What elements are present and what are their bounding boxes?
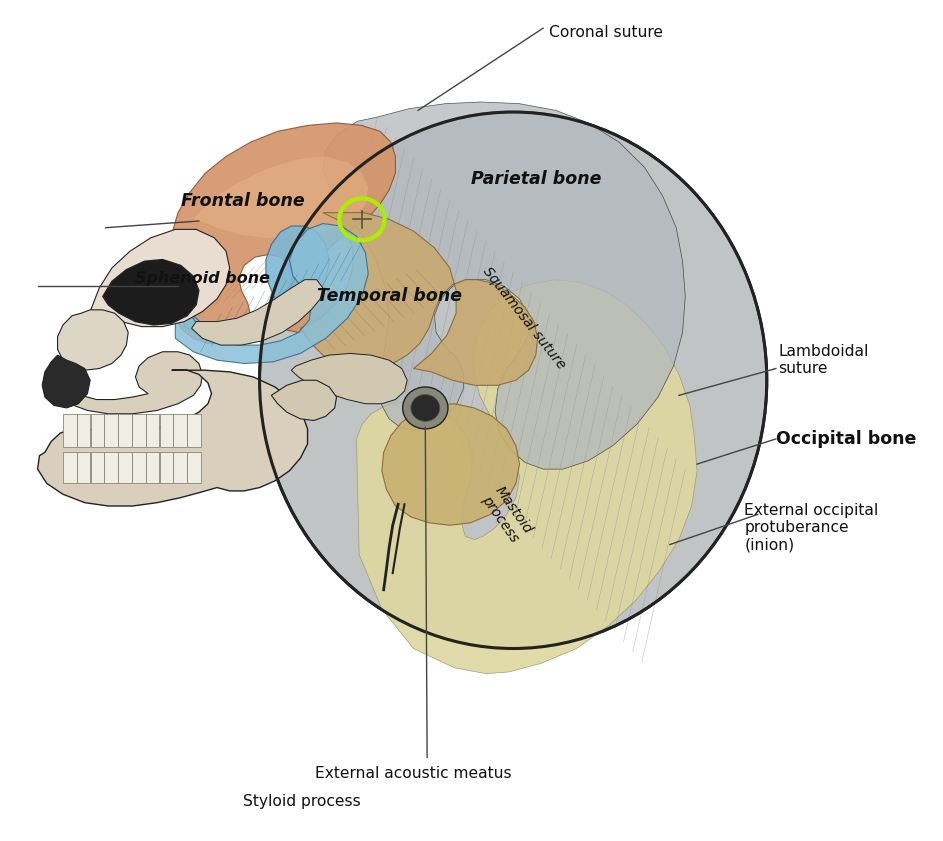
Polygon shape [146,452,159,484]
Polygon shape [175,224,369,363]
Polygon shape [105,452,118,484]
Polygon shape [63,414,76,447]
Polygon shape [174,414,187,447]
Polygon shape [323,102,686,469]
Polygon shape [272,380,337,420]
Polygon shape [187,414,201,447]
Polygon shape [91,452,104,484]
Polygon shape [103,260,199,325]
Polygon shape [76,414,91,447]
Polygon shape [146,414,159,447]
Text: Coronal suture: Coronal suture [549,25,663,40]
Polygon shape [300,213,538,385]
Text: Sphenoid bone: Sphenoid bone [136,271,271,285]
Polygon shape [91,230,230,326]
Polygon shape [118,414,132,447]
Text: Occipital bone: Occipital bone [776,430,917,448]
Polygon shape [132,452,145,484]
Polygon shape [159,414,174,447]
Polygon shape [58,309,128,370]
Text: Squamosal suture: Squamosal suture [480,265,568,372]
Polygon shape [91,414,104,447]
Polygon shape [174,452,187,484]
Polygon shape [187,452,201,484]
Polygon shape [356,280,697,674]
Polygon shape [159,452,174,484]
Polygon shape [63,452,76,484]
Polygon shape [191,280,323,345]
Polygon shape [58,352,203,414]
Polygon shape [382,404,520,526]
Text: Parietal bone: Parietal bone [471,170,601,188]
Polygon shape [191,156,369,238]
Circle shape [403,387,448,429]
Ellipse shape [259,112,767,648]
Polygon shape [42,355,91,408]
Text: Styloid process: Styloid process [243,794,361,808]
Polygon shape [132,414,145,447]
Text: Lambdoidal
suture: Lambdoidal suture [779,344,869,377]
Polygon shape [76,452,91,484]
Text: External occipital
protuberance
(inion): External occipital protuberance (inion) [744,503,879,553]
Polygon shape [291,353,407,404]
Polygon shape [172,123,395,343]
Text: External acoustic meatus: External acoustic meatus [315,766,512,780]
Text: Temporal bone: Temporal bone [317,288,462,305]
Polygon shape [118,452,132,484]
Text: Frontal bone: Frontal bone [181,192,305,210]
Polygon shape [105,414,118,447]
Circle shape [411,394,439,421]
Text: Mastoid
process: Mastoid process [479,484,535,545]
Polygon shape [185,226,329,341]
Polygon shape [38,370,307,506]
